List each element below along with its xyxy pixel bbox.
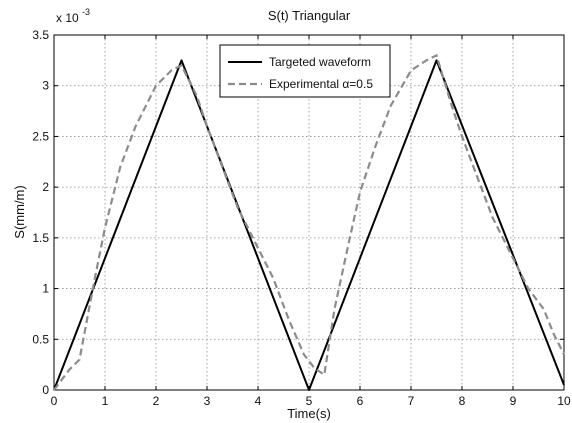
- legend-box: [219, 44, 391, 98]
- y-axis-title: S(mm/m): [12, 185, 27, 238]
- x-tick-label-0: 0: [51, 394, 58, 408]
- grid: [54, 35, 564, 390]
- legend: Targeted waveform Experimental α=0.5: [219, 44, 391, 98]
- series-line-experimental: [53, 54, 565, 391]
- y-tick-label-5: 2.5: [32, 129, 49, 143]
- y-axis-multiplier: x 10 -3: [56, 7, 90, 25]
- x-tick-label-2: 2: [153, 394, 160, 408]
- x-tick-label-5: 5: [306, 394, 313, 408]
- x-tick-label-6: 6: [357, 394, 364, 408]
- series-line-targeted-waveform: [53, 59, 565, 391]
- y-tick-label-6: 3: [42, 79, 49, 93]
- x-tick-label-8: 8: [459, 394, 466, 408]
- series-layer: [53, 54, 565, 391]
- x-tick-label-10: 10: [557, 394, 571, 408]
- y-tick-label-0: 0: [42, 383, 49, 397]
- y-axis-multiplier-exponent: -3: [82, 7, 90, 17]
- x-tick-label-3: 3: [204, 394, 211, 408]
- legend-label-targeted: Targeted waveform: [269, 55, 371, 69]
- y-axis: 0 0.5 1 1.5 2 2.5 3 3.5: [32, 28, 564, 397]
- y-tick-label-4: 2: [42, 180, 49, 194]
- x-tick-label-9: 9: [510, 394, 517, 408]
- x-tick-label-1: 1: [102, 394, 109, 408]
- y-tick-label-1: 0.5: [32, 332, 49, 346]
- legend-label-experimental: Experimental α=0.5: [269, 77, 373, 91]
- x-axis-title: Time(s): [287, 406, 331, 421]
- y-tick-label-3: 1.5: [32, 231, 49, 245]
- y-axis-multiplier-base: x 10: [56, 11, 79, 25]
- y-tick-label-2: 1: [42, 282, 49, 296]
- x-tick-label-7: 7: [408, 394, 415, 408]
- x-tick-label-4: 4: [255, 394, 262, 408]
- x-axis: 0 1 2 3 4 5 6 7 8 9 10: [51, 35, 571, 408]
- y-tick-label-7: 3.5: [32, 28, 49, 42]
- chart-title: S(t) Triangular: [268, 8, 351, 23]
